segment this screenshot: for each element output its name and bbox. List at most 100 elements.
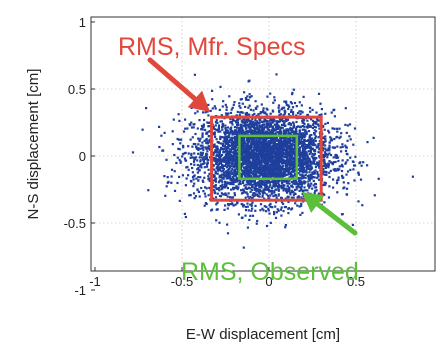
- scatter-point: [202, 180, 205, 183]
- scatter-point: [214, 107, 217, 110]
- scatter-point: [214, 179, 217, 182]
- x-tick-label: 0.5: [347, 274, 365, 289]
- scatter-point: [314, 144, 317, 147]
- scatter-point: [242, 246, 245, 249]
- scatter-point: [272, 195, 275, 198]
- scatter-point: [236, 121, 240, 124]
- scatter-point: [244, 148, 247, 151]
- scatter-point: [251, 139, 254, 142]
- scatter-point: [261, 183, 264, 186]
- scatter-point: [207, 194, 210, 197]
- scatter-point: [296, 204, 299, 207]
- scatter-point: [286, 173, 289, 176]
- scatter-point: [236, 173, 239, 176]
- scatter-point: [242, 147, 245, 150]
- scatter-point: [145, 107, 148, 110]
- scatter-point: [242, 149, 245, 152]
- scatter-point: [201, 111, 205, 114]
- scatter-point: [309, 118, 313, 121]
- scatter-point: [199, 159, 202, 162]
- scatter-point: [246, 138, 249, 141]
- scatter-point: [281, 175, 284, 178]
- scatter-point: [293, 154, 296, 157]
- scatter-point: [261, 149, 264, 152]
- scatter-point: [247, 138, 250, 142]
- scatter-point: [229, 131, 232, 134]
- scatter-point: [191, 171, 194, 174]
- scatter-point: [274, 175, 277, 179]
- scatter-point: [215, 119, 218, 122]
- scatter-point: [307, 175, 311, 178]
- scatter-point: [278, 109, 281, 113]
- scatter-point: [250, 171, 253, 174]
- scatter-point: [294, 147, 297, 150]
- scatter-point: [267, 123, 270, 126]
- scatter-point: [277, 106, 280, 109]
- scatter-point: [226, 207, 229, 210]
- scatter-point: [285, 148, 288, 151]
- scatter-point: [219, 166, 222, 169]
- scatter-point: [309, 138, 312, 141]
- scatter-point: [241, 171, 244, 174]
- scatter-point: [245, 183, 248, 186]
- scatter-point: [254, 148, 257, 151]
- scatter-point: [244, 196, 247, 199]
- scatter-point: [310, 141, 313, 144]
- scatter-point: [227, 173, 230, 176]
- scatter-point: [172, 118, 175, 121]
- scatter-point: [279, 113, 282, 116]
- scatter-point: [240, 173, 243, 176]
- scatter-point: [284, 124, 287, 127]
- scatter-point: [293, 101, 297, 105]
- scatter-point: [304, 144, 308, 147]
- scatter-point: [272, 144, 275, 147]
- scatter-point: [265, 161, 269, 164]
- scatter-point: [190, 126, 194, 129]
- scatter-point: [282, 168, 285, 171]
- scatter-point: [229, 196, 232, 199]
- scatter-point: [258, 195, 261, 198]
- scatter-point: [223, 131, 226, 134]
- scatter-point: [226, 195, 229, 198]
- scatter-point: [220, 136, 223, 139]
- scatter-point: [317, 136, 320, 139]
- scatter-point: [170, 168, 174, 171]
- scatter-point: [290, 102, 293, 105]
- scatter-point: [322, 153, 325, 157]
- scatter-point: [275, 145, 278, 148]
- scatter-point: [257, 175, 260, 178]
- scatter-point: [256, 155, 259, 158]
- scatter-point: [306, 113, 310, 116]
- scatter-point: [220, 192, 223, 195]
- scatter-point: [304, 153, 307, 156]
- scatter-point: [255, 139, 258, 142]
- scatter-point: [243, 142, 246, 145]
- scatter-point: [275, 182, 278, 186]
- scatter-point: [245, 172, 248, 175]
- scatter-point: [270, 152, 273, 155]
- scatter-point: [225, 184, 228, 187]
- scatter-point: [218, 156, 221, 159]
- scatter-point: [261, 160, 264, 163]
- scatter-point: [215, 151, 218, 154]
- scatter-point: [291, 130, 294, 133]
- scatter-point: [158, 145, 161, 149]
- scatter-point: [302, 174, 305, 177]
- scatter-point: [307, 164, 310, 167]
- scatter-point: [196, 188, 199, 191]
- scatter-point: [240, 189, 243, 192]
- scatter-point: [213, 105, 216, 108]
- scatter-point: [240, 151, 243, 154]
- rms-observed-box: [238, 134, 299, 181]
- scatter-point: [269, 147, 272, 150]
- scatter-point: [298, 160, 301, 163]
- scatter-point: [275, 188, 278, 191]
- scatter-point: [207, 147, 210, 150]
- scatter-point: [216, 172, 219, 175]
- scatter-point: [340, 150, 343, 153]
- scatter-point: [268, 136, 271, 139]
- scatter-point: [214, 186, 217, 189]
- scatter-point: [288, 152, 291, 155]
- scatter-point: [282, 114, 285, 117]
- scatter-point: [326, 121, 329, 124]
